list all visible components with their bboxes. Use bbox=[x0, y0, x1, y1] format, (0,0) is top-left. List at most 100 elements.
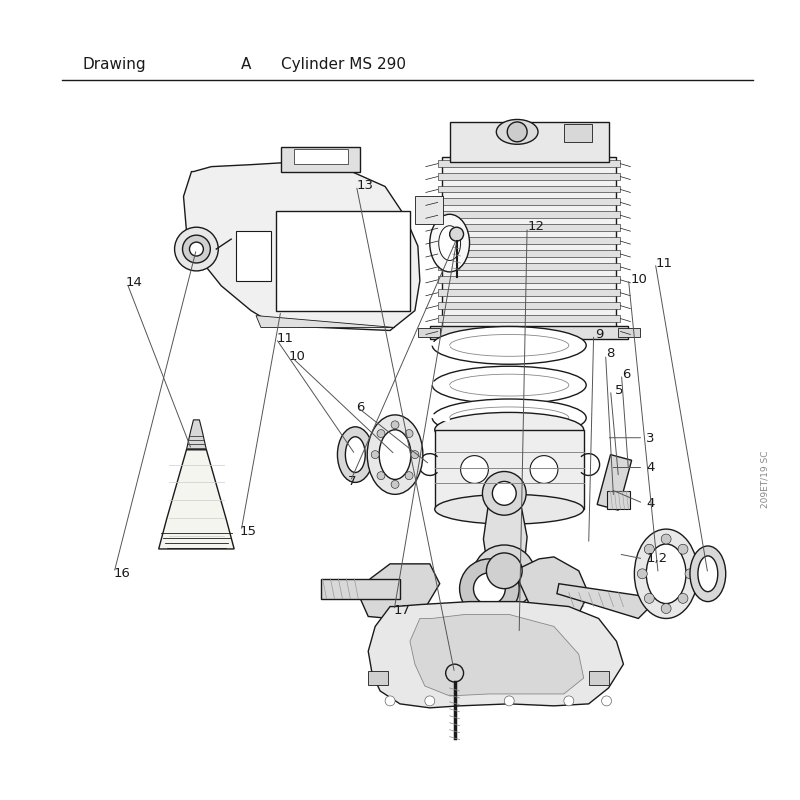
Text: 3: 3 bbox=[646, 432, 654, 445]
Text: 13: 13 bbox=[356, 179, 374, 192]
Bar bbox=[438, 327, 621, 334]
Circle shape bbox=[661, 603, 671, 614]
Bar bbox=[438, 160, 621, 166]
Circle shape bbox=[661, 534, 671, 544]
Text: 17: 17 bbox=[394, 604, 410, 617]
Ellipse shape bbox=[450, 374, 569, 396]
Bar bbox=[597, 454, 632, 510]
Ellipse shape bbox=[432, 326, 586, 364]
Text: 7: 7 bbox=[348, 474, 357, 487]
Ellipse shape bbox=[496, 119, 538, 144]
Bar bbox=[438, 211, 621, 218]
Circle shape bbox=[644, 544, 654, 554]
Polygon shape bbox=[557, 584, 648, 618]
Ellipse shape bbox=[698, 556, 718, 592]
Circle shape bbox=[482, 471, 526, 515]
Text: 10: 10 bbox=[289, 350, 306, 363]
Ellipse shape bbox=[367, 415, 423, 494]
Bar bbox=[434, 430, 584, 510]
Text: 15: 15 bbox=[239, 525, 257, 538]
Text: 14: 14 bbox=[126, 276, 142, 289]
Bar bbox=[321, 578, 400, 598]
Text: 9: 9 bbox=[594, 328, 603, 342]
Bar bbox=[438, 302, 621, 309]
Bar bbox=[438, 250, 621, 257]
Bar bbox=[438, 224, 621, 231]
Ellipse shape bbox=[434, 494, 584, 524]
Ellipse shape bbox=[634, 529, 698, 618]
Circle shape bbox=[685, 569, 695, 578]
Bar bbox=[618, 327, 640, 338]
Bar bbox=[589, 671, 609, 685]
Circle shape bbox=[602, 696, 611, 706]
Bar bbox=[442, 157, 617, 330]
Circle shape bbox=[405, 430, 413, 438]
Bar bbox=[564, 124, 592, 142]
Circle shape bbox=[174, 227, 218, 271]
Bar bbox=[294, 149, 348, 164]
Circle shape bbox=[450, 227, 463, 241]
Bar bbox=[281, 146, 360, 171]
Circle shape bbox=[474, 573, 506, 605]
Circle shape bbox=[507, 122, 527, 142]
Circle shape bbox=[377, 430, 385, 438]
Circle shape bbox=[678, 594, 688, 603]
Bar bbox=[438, 186, 621, 193]
Text: 12: 12 bbox=[527, 220, 544, 234]
Circle shape bbox=[678, 544, 688, 554]
Polygon shape bbox=[368, 602, 623, 708]
Circle shape bbox=[638, 569, 647, 578]
Bar bbox=[438, 289, 621, 296]
Ellipse shape bbox=[432, 399, 586, 437]
Text: 1,2: 1,2 bbox=[646, 552, 667, 566]
Text: 16: 16 bbox=[114, 566, 131, 580]
Circle shape bbox=[473, 545, 536, 609]
Bar bbox=[418, 327, 440, 338]
Bar bbox=[276, 211, 410, 310]
Bar bbox=[606, 491, 630, 510]
Circle shape bbox=[391, 421, 399, 429]
Polygon shape bbox=[514, 557, 589, 617]
Ellipse shape bbox=[438, 226, 461, 261]
Bar bbox=[368, 671, 388, 685]
Polygon shape bbox=[410, 614, 584, 696]
Ellipse shape bbox=[338, 427, 373, 482]
Text: 6: 6 bbox=[622, 368, 631, 381]
Circle shape bbox=[371, 450, 379, 458]
Circle shape bbox=[385, 696, 395, 706]
Text: 8: 8 bbox=[606, 347, 615, 361]
Text: Cylinder MS 290: Cylinder MS 290 bbox=[281, 58, 406, 72]
Polygon shape bbox=[158, 450, 234, 549]
Circle shape bbox=[459, 559, 519, 618]
Text: 209ET/19 SC: 209ET/19 SC bbox=[761, 450, 770, 508]
Bar bbox=[415, 197, 442, 224]
Text: 4: 4 bbox=[646, 497, 654, 510]
Circle shape bbox=[377, 472, 385, 480]
Circle shape bbox=[391, 481, 399, 488]
Circle shape bbox=[486, 559, 522, 594]
Circle shape bbox=[411, 450, 419, 458]
Polygon shape bbox=[360, 564, 440, 618]
Polygon shape bbox=[256, 315, 395, 327]
Text: 10: 10 bbox=[630, 273, 647, 286]
Polygon shape bbox=[186, 420, 206, 450]
Bar bbox=[438, 276, 621, 283]
Ellipse shape bbox=[432, 366, 586, 404]
Ellipse shape bbox=[646, 544, 686, 603]
Bar bbox=[438, 237, 621, 244]
Circle shape bbox=[492, 482, 516, 506]
Circle shape bbox=[486, 553, 522, 589]
Polygon shape bbox=[183, 162, 420, 330]
Circle shape bbox=[504, 696, 514, 706]
Circle shape bbox=[425, 696, 434, 706]
Bar bbox=[430, 326, 629, 339]
Ellipse shape bbox=[450, 407, 569, 429]
Bar bbox=[438, 263, 621, 270]
Circle shape bbox=[446, 664, 463, 682]
Circle shape bbox=[461, 456, 488, 483]
Ellipse shape bbox=[430, 214, 470, 272]
Text: 5: 5 bbox=[614, 384, 623, 397]
Ellipse shape bbox=[434, 413, 584, 447]
Text: Drawing: Drawing bbox=[82, 58, 146, 72]
Text: 11: 11 bbox=[277, 331, 294, 345]
